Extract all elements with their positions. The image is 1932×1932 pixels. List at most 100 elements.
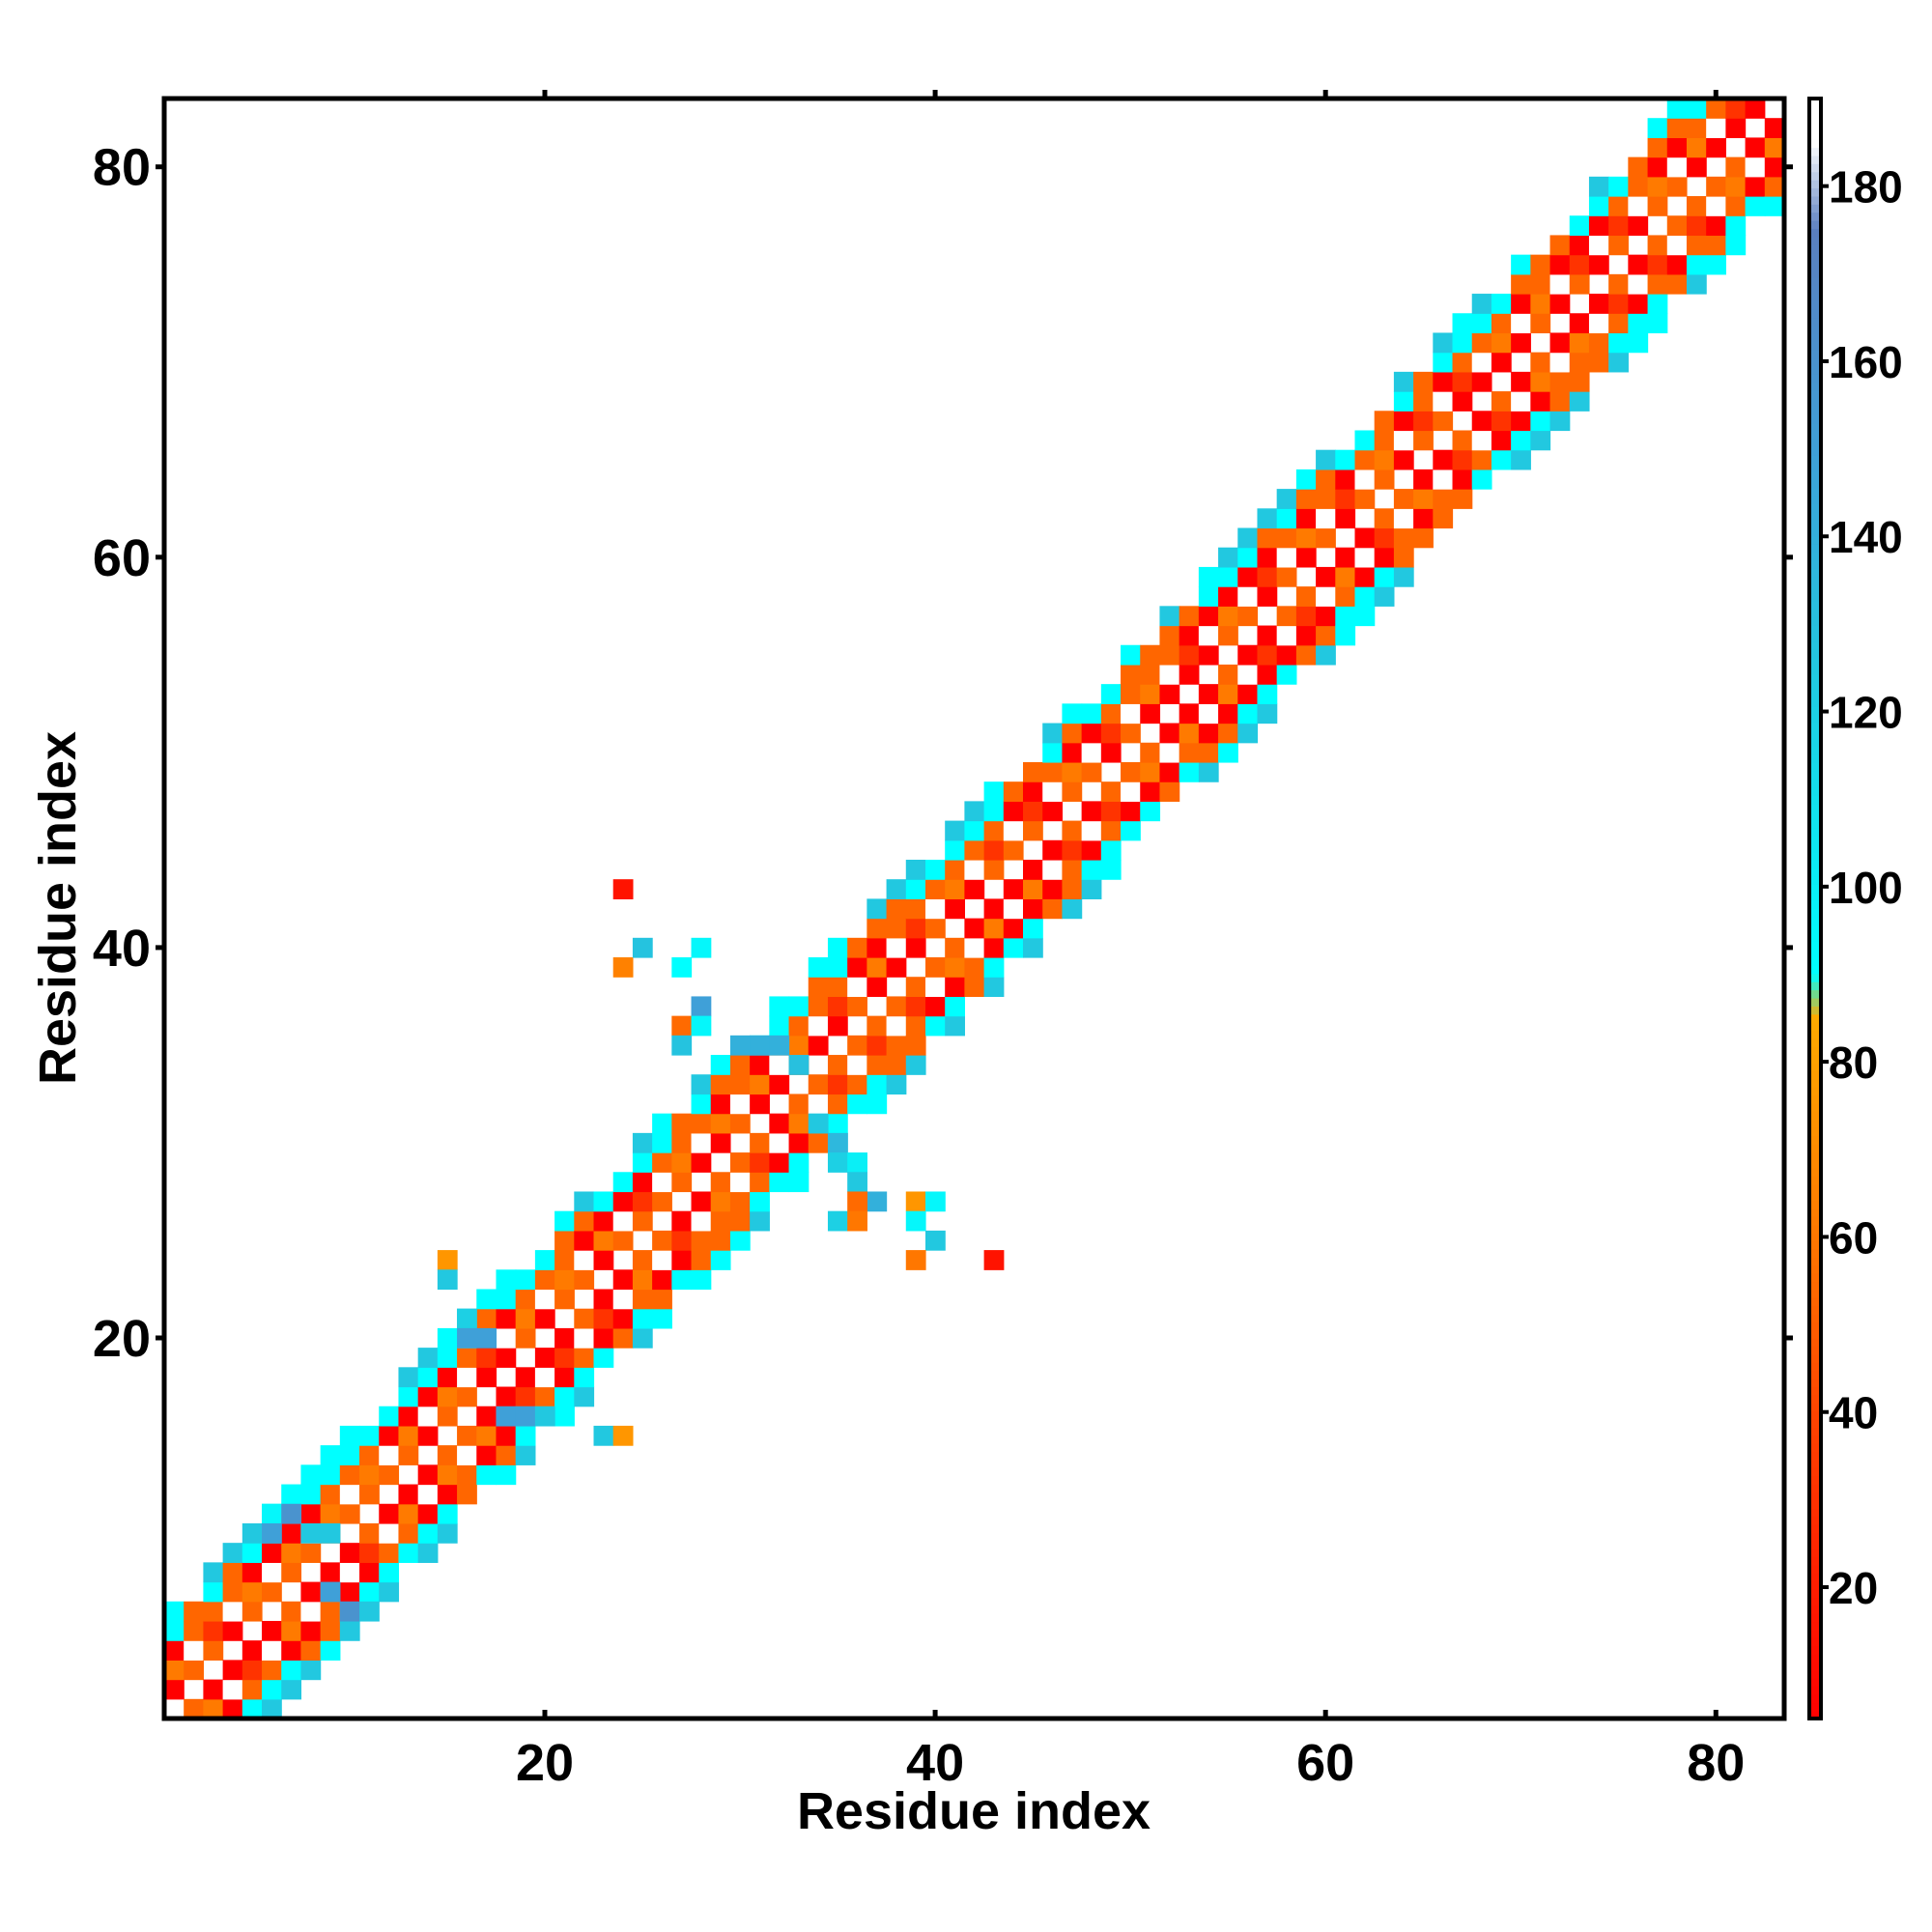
colorbar-segment bbox=[1809, 552, 1821, 561]
heatmap-cell bbox=[515, 1327, 536, 1349]
colorbar-segment bbox=[1809, 875, 1821, 886]
heatmap-cell bbox=[398, 1425, 419, 1446]
axis-ticks: 20 40 60 80 20 40 60 80 bbox=[93, 90, 1793, 1792]
heatmap-cell bbox=[945, 977, 965, 998]
heatmap-cell bbox=[574, 1308, 595, 1329]
heatmap-cell bbox=[945, 1015, 965, 1037]
heatmap-cell bbox=[964, 801, 985, 822]
heatmap-cell bbox=[612, 1308, 634, 1329]
heatmap-cell bbox=[729, 1055, 751, 1075]
heatmap-cell bbox=[437, 1503, 458, 1524]
heatmap-cell bbox=[671, 1152, 693, 1173]
colorbar-tick-label: 180 bbox=[1829, 162, 1903, 213]
heatmap-cell bbox=[691, 1250, 712, 1270]
heatmap-cell bbox=[1237, 684, 1259, 704]
colorbar-segment bbox=[1809, 1313, 1821, 1322]
colorbar-segment bbox=[1809, 965, 1821, 975]
heatmap-cell bbox=[1295, 586, 1317, 607]
heatmap-cell bbox=[905, 918, 926, 939]
heatmap-cell bbox=[1179, 723, 1200, 744]
heatmap-cell bbox=[1511, 371, 1531, 392]
heatmap-cell bbox=[1295, 625, 1317, 646]
heatmap-cell bbox=[1276, 489, 1297, 509]
colorbar-segment bbox=[1809, 1111, 1821, 1121]
heatmap-cell bbox=[1198, 606, 1219, 627]
heatmap-cell bbox=[1316, 644, 1336, 666]
heatmap-cell bbox=[652, 1132, 672, 1153]
heatmap-cell bbox=[417, 1543, 439, 1563]
colorbar-segment bbox=[1809, 114, 1821, 124]
heatmap-cell bbox=[164, 1640, 185, 1661]
heatmap-cell bbox=[905, 879, 926, 899]
heatmap-cell bbox=[1393, 489, 1414, 509]
colorbar-segment bbox=[1809, 1289, 1821, 1298]
heatmap-cell bbox=[924, 1191, 946, 1212]
heatmap-cell bbox=[1257, 527, 1278, 549]
colorbar-segment bbox=[1809, 1151, 1821, 1161]
colorbar-segment bbox=[1809, 1507, 1821, 1518]
heatmap-cell bbox=[534, 1250, 555, 1270]
heatmap-cell bbox=[886, 1055, 907, 1075]
colorbar-segment bbox=[1809, 568, 1821, 578]
heatmap-cell bbox=[554, 1210, 575, 1232]
heatmap-cell bbox=[437, 1250, 458, 1270]
heatmap-cell bbox=[1023, 820, 1043, 841]
heatmap-cell bbox=[1100, 684, 1122, 704]
heatmap-cell bbox=[1003, 918, 1024, 939]
heatmap-cell bbox=[1198, 684, 1219, 704]
colorbar-segment bbox=[1809, 1021, 1821, 1032]
heatmap-cell bbox=[339, 1503, 360, 1524]
heatmap-cell bbox=[1725, 118, 1747, 138]
heatmap-cell bbox=[827, 1113, 848, 1134]
heatmap-cell bbox=[924, 859, 946, 880]
heatmap-cell bbox=[905, 859, 926, 880]
heatmap-cell bbox=[515, 1425, 536, 1446]
colorbar-segment bbox=[1809, 633, 1821, 642]
heatmap-cell bbox=[1588, 196, 1609, 216]
heatmap-cell bbox=[1608, 215, 1629, 237]
heatmap-cell bbox=[222, 1601, 243, 1622]
colorbar-segment bbox=[1809, 365, 1821, 375]
heatmap-cell bbox=[1666, 156, 1688, 178]
colorbar-segment bbox=[1809, 810, 1821, 821]
heatmap-cell bbox=[1686, 215, 1707, 237]
colorbar-segment bbox=[1809, 956, 1821, 966]
heatmap-cell bbox=[593, 1308, 614, 1329]
colorbar-segment bbox=[1809, 738, 1821, 748]
heatmap-cell bbox=[359, 1562, 380, 1583]
colorbar-segment bbox=[1809, 892, 1821, 901]
heatmap-cell bbox=[886, 957, 907, 978]
heatmap-cell bbox=[632, 1327, 653, 1349]
y-tick-label: 80 bbox=[93, 139, 151, 197]
heatmap-cell bbox=[983, 918, 1005, 939]
heatmap-cell bbox=[1295, 547, 1317, 568]
colorbar-segment bbox=[1809, 1346, 1821, 1355]
heatmap-cell bbox=[359, 1445, 380, 1465]
heatmap-cell bbox=[1647, 176, 1668, 197]
heatmap-cell bbox=[1042, 859, 1064, 880]
heatmap-cell bbox=[1569, 391, 1590, 412]
heatmap-cell bbox=[788, 1055, 810, 1075]
heatmap-cell bbox=[1081, 742, 1102, 763]
heatmap-cell bbox=[691, 1074, 712, 1095]
heatmap-cell bbox=[300, 1601, 322, 1622]
heatmap-cell bbox=[1354, 566, 1376, 587]
heatmap-cell bbox=[1549, 391, 1571, 412]
heatmap-cell bbox=[320, 1484, 341, 1505]
heatmap-cell bbox=[652, 1250, 672, 1270]
heatmap-cell bbox=[1335, 489, 1356, 509]
colorbar-segment bbox=[1809, 941, 1821, 951]
colorbar-segment bbox=[1809, 1459, 1821, 1468]
heatmap-cell bbox=[300, 1660, 322, 1681]
colorbar-segment bbox=[1809, 973, 1821, 982]
heatmap-cell bbox=[1276, 625, 1297, 646]
heatmap-cell bbox=[710, 1191, 731, 1212]
heatmap-cell bbox=[457, 1445, 477, 1465]
heatmap-cell bbox=[1003, 801, 1024, 822]
heatmap-cell bbox=[632, 1210, 653, 1232]
heatmap-cell bbox=[1588, 235, 1609, 256]
heatmap-cell bbox=[476, 1406, 497, 1427]
heatmap-cell bbox=[750, 1055, 770, 1075]
heatmap-cell bbox=[222, 1562, 243, 1583]
colorbar-segment bbox=[1809, 374, 1821, 384]
